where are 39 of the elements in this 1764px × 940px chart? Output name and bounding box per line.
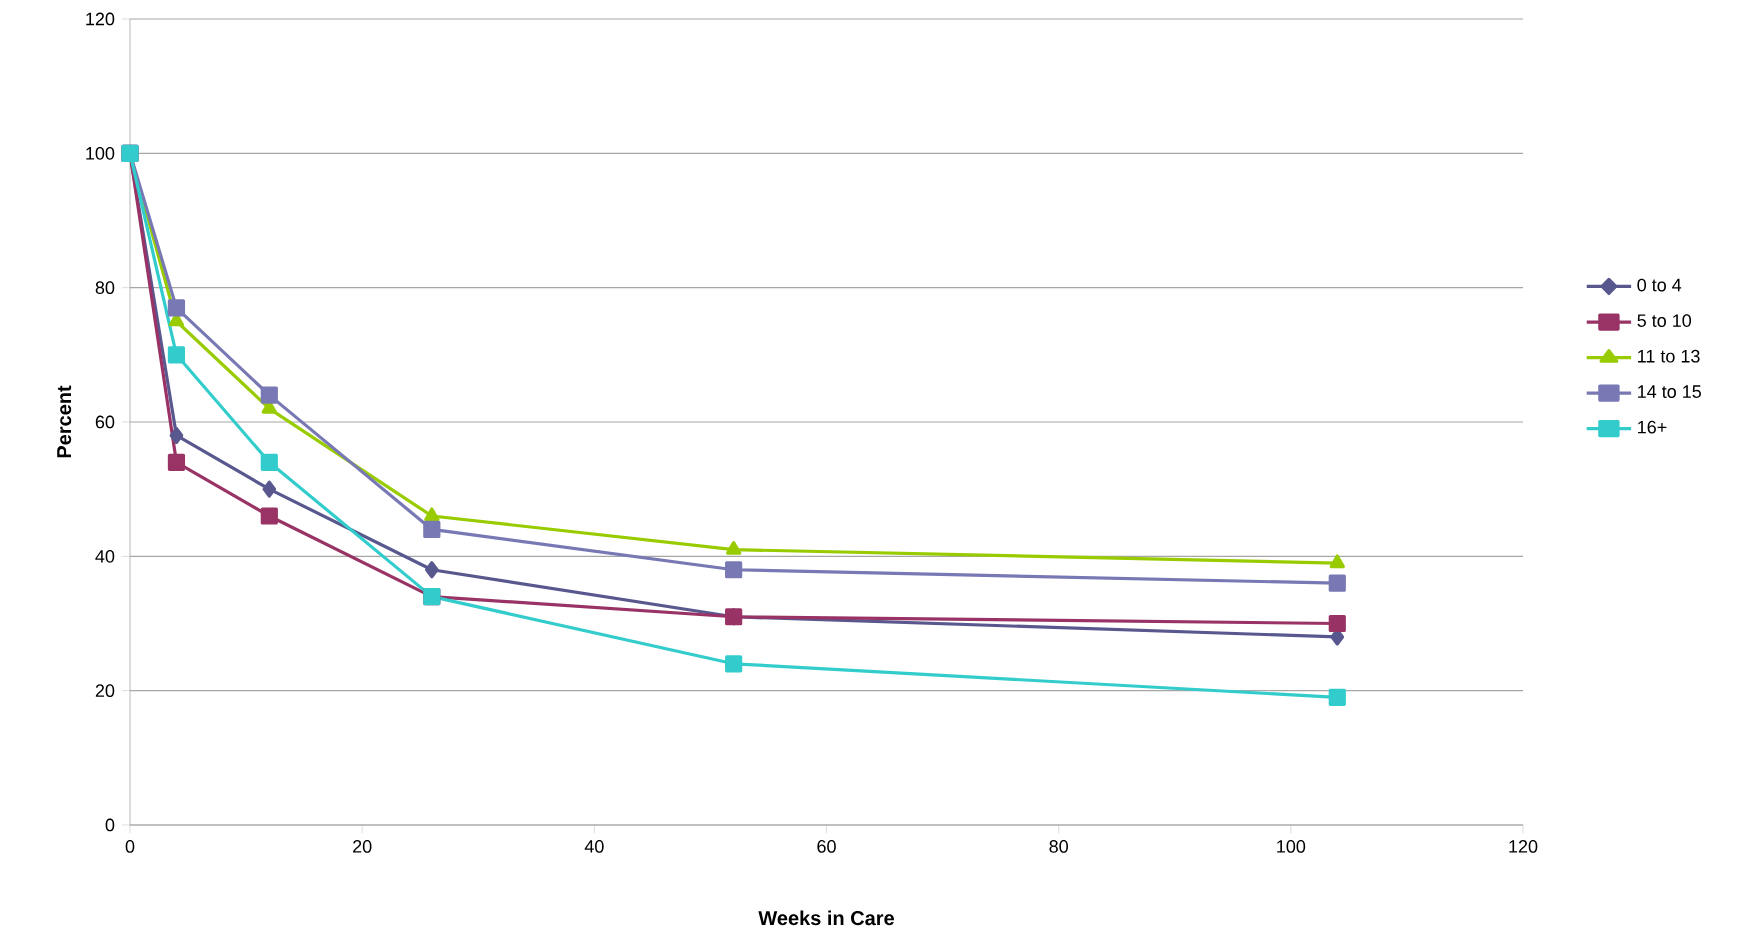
point xyxy=(1329,554,1345,569)
point xyxy=(1328,688,1346,706)
x-tick-label: 0 xyxy=(125,840,135,853)
point xyxy=(167,299,186,317)
x-tick-label: 40 xyxy=(584,840,604,853)
y-tick-label: 20 xyxy=(95,684,115,698)
y-tick-label: 60 xyxy=(95,415,115,429)
y-tick-label: 0 xyxy=(105,818,115,832)
x-tick-label: 80 xyxy=(1049,840,1068,853)
point xyxy=(725,561,743,579)
x-tick-label: 120 xyxy=(1509,840,1538,853)
x-axis-title: Weeks in Care xyxy=(758,910,894,926)
point xyxy=(167,453,186,471)
legend-label: 11 to 13 xyxy=(1638,349,1700,363)
point xyxy=(424,561,439,579)
legend-label: 16+ xyxy=(1638,420,1667,434)
legend-label: 5 to 10 xyxy=(1637,314,1692,327)
point xyxy=(1328,574,1346,592)
point xyxy=(423,520,441,539)
point xyxy=(260,386,278,404)
point xyxy=(725,655,743,673)
y-axis-title: Percent xyxy=(57,385,72,458)
y-tick-label: 100 xyxy=(86,146,115,160)
point xyxy=(260,507,278,525)
point xyxy=(169,426,184,445)
y-tick-label: 40 xyxy=(95,549,115,563)
x-tick-label: 60 xyxy=(817,840,836,853)
x-tick-label: 20 xyxy=(353,840,372,853)
x-tick-label: 100 xyxy=(1277,840,1306,853)
point xyxy=(262,480,277,498)
legend-label: 14 to 15 xyxy=(1638,385,1701,398)
point xyxy=(260,453,278,471)
y-tick-label: 120 xyxy=(86,12,115,26)
point xyxy=(725,541,742,555)
point xyxy=(167,346,186,364)
legend-label: 0 to 4 xyxy=(1637,278,1682,292)
point xyxy=(1328,614,1346,633)
point xyxy=(424,507,440,522)
y-tick-label: 80 xyxy=(95,281,115,295)
